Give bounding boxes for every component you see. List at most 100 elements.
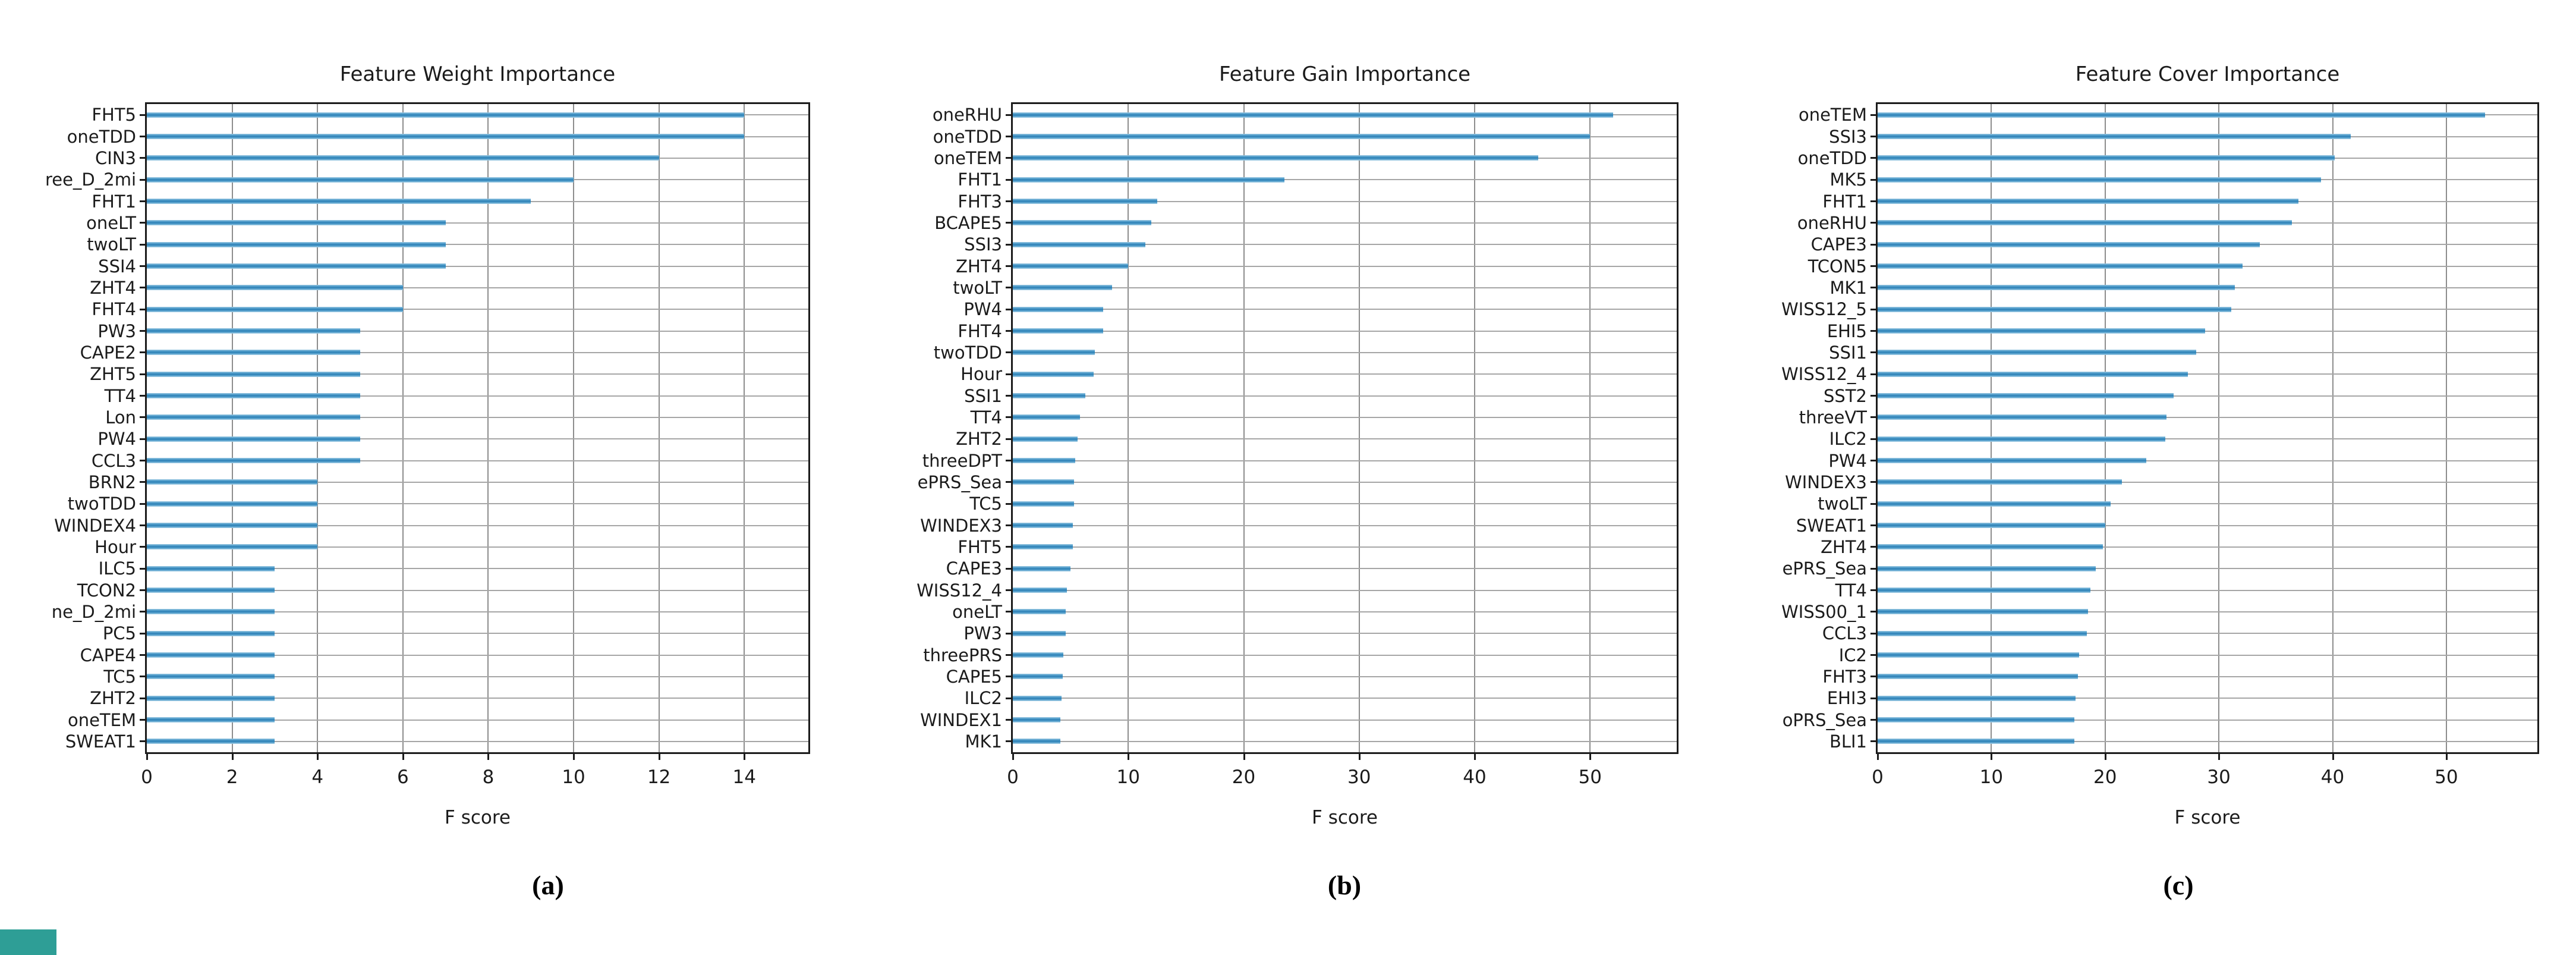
x-tick-mark [1991,752,1993,760]
y-tick-mark [140,373,147,375]
importance-bar [147,652,275,658]
y-tick-mark [1006,200,1013,202]
y-tick-mark [140,481,147,483]
horizontal-gridline [1013,611,1677,612]
y-category-label: CAPE2 [80,342,136,363]
y-tick-mark [1006,243,1013,246]
y-category-label: ree_D_2mi [45,169,136,190]
y-category-label: Hour [961,364,1002,385]
y-tick-mark [1870,438,1878,440]
x-tick-label: 10 [562,766,585,788]
y-category-label: ZHT2 [90,688,136,709]
horizontal-gridline [1878,503,2537,505]
y-category-label: oneTEM [933,147,1002,168]
y-tick-mark [1006,697,1013,699]
y-category-label: WISS12_4 [917,580,1002,601]
importance-bar [1878,501,2111,507]
horizontal-gridline [1878,698,2537,699]
importance-bar [147,630,275,636]
horizontal-gridline [1878,481,2537,483]
y-category-label: ZHT5 [90,364,136,385]
x-tick-mark [658,752,660,760]
y-category-label: WISS00_1 [1781,601,1867,622]
y-category-label: MK1 [965,731,1003,752]
x-tick-mark [1877,752,1879,760]
y-category-label: oneTDD [1797,147,1867,168]
importance-bar [147,393,361,398]
importance-bar [147,414,361,420]
horizontal-gridline [1878,546,2537,548]
importance-bar [1878,544,2103,550]
y-category-label: PW4 [97,429,136,450]
y-tick-mark [1006,546,1013,548]
importance-bar [147,566,275,571]
y-category-label: CCL3 [91,450,136,471]
y-tick-mark [1006,178,1013,181]
importance-bar [1878,695,2076,701]
importance-bar [1013,112,1614,118]
y-category-label: FHT3 [958,191,1002,212]
y-tick-mark [1870,178,1878,181]
y-category-label: SSI3 [964,234,1002,255]
importance-bar [1013,609,1066,615]
x-tick-label: 20 [2093,766,2117,788]
y-tick-mark [1870,200,1878,202]
y-tick-mark [1006,308,1013,310]
subfigure-caption-b: (b) [1327,870,1362,900]
vertical-gridline [2218,104,2220,752]
importance-bar [1013,371,1094,377]
x-tick-label: 30 [1347,766,1371,788]
horizontal-gridline [1013,351,1677,353]
y-category-label: WINDEX1 [920,709,1002,730]
subfigure-caption-c: (c) [2163,870,2194,900]
x-tick-mark [573,752,575,760]
horizontal-gridline [147,611,808,612]
y-tick-mark [1870,654,1878,656]
y-tick-mark [1870,287,1878,289]
y-category-label: twoLT [953,277,1002,298]
importance-bar [1878,220,2292,226]
horizontal-gridline [1013,460,1677,461]
horizontal-gridline [1878,330,2537,332]
y-tick-mark [140,200,147,202]
importance-bar [1878,155,2335,161]
importance-bar [1013,436,1078,442]
y-tick-mark [140,740,147,743]
importance-bar [147,501,318,507]
y-tick-mark [1870,740,1878,743]
y-tick-mark [1870,719,1878,721]
y-tick-mark [1870,395,1878,397]
vertical-gridline [317,104,319,752]
x-tick-mark [1012,752,1014,760]
y-tick-mark [140,611,147,613]
horizontal-gridline [147,351,808,353]
y-tick-mark [140,654,147,656]
importance-bar [1013,199,1157,204]
y-category-label: TCON5 [1807,256,1867,277]
x-axis-label: F score [445,807,511,828]
x-tick-label: 0 [141,766,153,788]
chart-title: Feature Gain Importance [1218,62,1471,86]
importance-bar [1013,588,1067,593]
importance-bar [1878,414,2167,420]
importance-bar [147,717,275,722]
y-category-label: twoLT [87,234,136,255]
vertical-gridline [487,104,489,752]
y-tick-mark [1006,481,1013,483]
y-tick-mark [1870,460,1878,461]
importance-bar [1878,674,2078,680]
y-category-label: ILC2 [1829,429,1867,450]
y-tick-mark [1006,395,1013,397]
y-category-label: PW3 [97,321,136,341]
importance-bar [147,112,745,118]
y-category-label: twoTDD [67,494,136,514]
chart-gain-importance: Feature Gain Importance F score 0 10 20 30 4… [917,62,1679,828]
y-tick-mark [1870,351,1878,354]
y-tick-mark [1006,373,1013,375]
y-tick-mark [140,502,147,505]
y-category-label: TT4 [970,407,1002,428]
importance-bar [1878,134,2351,139]
horizontal-gridline [1013,633,1677,634]
y-category-label: WINDEX4 [54,515,136,536]
horizontal-gridline [147,503,808,505]
